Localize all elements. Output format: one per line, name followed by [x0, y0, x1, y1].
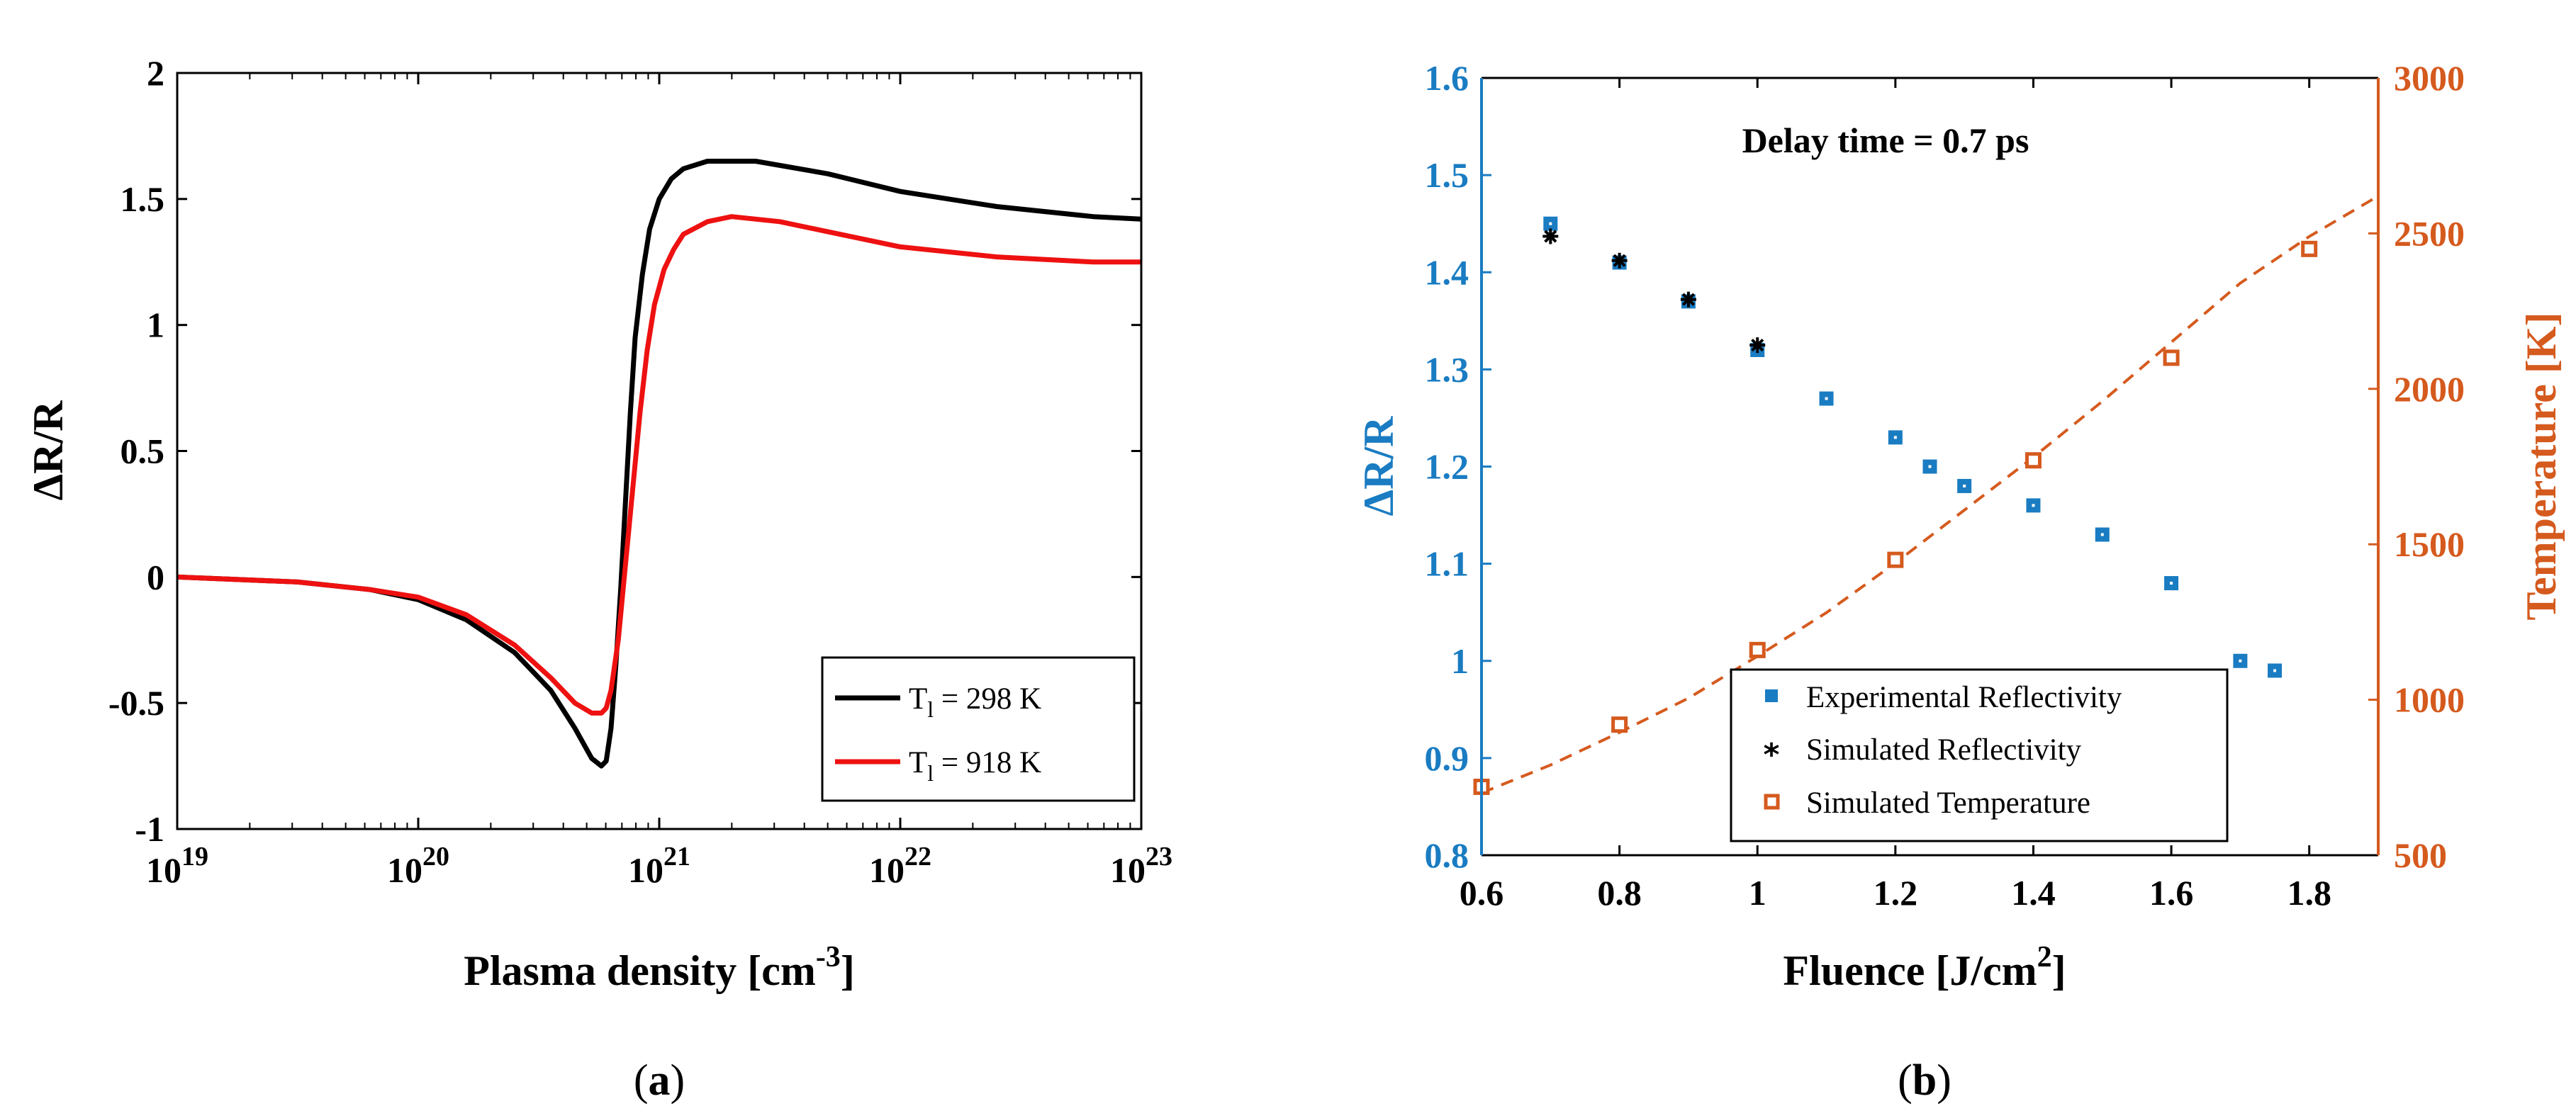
- chart-a: -1 -0.5 0 0.5 1 1.5 2 1019 1020 1021 1022 1023 ΔR/R…: [25, 53, 1172, 1105]
- point-simulated-temperature: [1611, 716, 1628, 733]
- point-simulated-reflectivity: [1542, 228, 1559, 244]
- series-line-0: [177, 159, 1142, 769]
- legend-label-918: Tl = 918 K: [909, 746, 1041, 786]
- point-experimental-center: [2100, 533, 2104, 536]
- axes-box-a: [176, 72, 1143, 830]
- ytick-label-right-b: 2000: [2394, 369, 2465, 409]
- xtick-label-b: 0.8: [1597, 873, 1642, 913]
- point-experimental-center: [1928, 465, 1932, 468]
- legend-label-298: Tl = 298 K: [909, 682, 1041, 722]
- xtick-label-b: 1: [1749, 873, 1766, 913]
- ytick-label-left-b: 1.2: [1425, 447, 1469, 487]
- point-experimental-center: [1825, 397, 1828, 400]
- ytick-label-a: 0: [147, 557, 164, 597]
- point-experimental-center: [1963, 484, 1966, 487]
- ytick-label-left-b: 1.1: [1425, 544, 1469, 584]
- point-experimental-center: [2273, 669, 2277, 672]
- ytick-label-left-b: 1.5: [1425, 155, 1469, 195]
- legend-b: Experimental Reflectivity * Simulated Re…: [1730, 668, 2229, 842]
- ytick-label-left-b: 1.4: [1425, 252, 1469, 292]
- ytick-label-left-b: 0.9: [1425, 738, 1469, 778]
- xtick-label-a: 1022: [869, 842, 931, 890]
- legend-marker-simulated-reflectivity: *: [1763, 737, 1779, 773]
- legend-label-simulated-temperature: Simulated Temperature: [1806, 786, 2090, 820]
- panel-label-b: (b): [1898, 1056, 1951, 1105]
- ytick-label-right-b: 1000: [2394, 680, 2465, 720]
- xlabel-a: Plasma density [cm-3]: [464, 941, 855, 994]
- point-experimental-center: [2170, 582, 2173, 585]
- xtick-label-a: 1020: [387, 842, 449, 890]
- series-b: [1473, 194, 2380, 795]
- legend-marker-experimental: [1765, 689, 1778, 702]
- series-line-1: [177, 214, 1141, 716]
- ytick-label-left-b: 1.6: [1425, 58, 1469, 98]
- ytick-label-left-b: 0.8: [1425, 835, 1469, 875]
- point-simulated-temperature: [1887, 551, 1904, 568]
- point-simulated-temperature: [2163, 349, 2180, 366]
- xtick-label-b: 1.4: [2011, 873, 2056, 913]
- point-simulated-reflectivity: [1680, 291, 1696, 308]
- point-experimental-center: [2239, 659, 2242, 662]
- ytick-label-a: 1.5: [121, 179, 165, 219]
- ylabel-a: ΔR/R: [25, 400, 72, 501]
- panel-label-a: (a): [634, 1056, 685, 1105]
- ylabel-left-b: ΔR/R: [1355, 416, 1402, 517]
- point-simulated-temperature: [1749, 641, 1766, 658]
- ylabel-right-b: Temperature [K]: [2518, 312, 2565, 621]
- point-simulated-temperature: [2025, 452, 2042, 469]
- ytick-label-a: 0.5: [121, 432, 165, 471]
- delay-time-annotation: Delay time = 0.7 ps: [1742, 120, 2029, 160]
- ytick-label-right-b: 500: [2394, 835, 2447, 875]
- legend-label-experimental: Experimental Reflectivity: [1806, 681, 2122, 714]
- series-a: [177, 159, 1142, 769]
- point-experimental-center: [1549, 222, 1552, 225]
- point-simulated-reflectivity: [1611, 252, 1628, 269]
- point-simulated-temperature: [2301, 240, 2318, 257]
- point-simulated-reflectivity: [1749, 337, 1766, 354]
- axes-b: [1480, 77, 2380, 857]
- ytick-label-right-b: 2500: [2394, 213, 2465, 253]
- xtick-label-b: 1.6: [2149, 873, 2194, 913]
- xlabel-b: Fluence [J/cm2]: [1783, 941, 2066, 994]
- ytick-label-a: -0.5: [108, 683, 164, 723]
- xtick-label-a: 1023: [1110, 842, 1172, 890]
- xtick-label-b: 0.6: [1460, 873, 1504, 913]
- ytick-label-left-b: 1.3: [1425, 349, 1469, 389]
- legend-label-simulated-reflectivity: Simulated Reflectivity: [1806, 733, 2082, 767]
- ytick-label-a: 2: [147, 53, 164, 93]
- legend-a: Tl = 298 K Tl = 918 K: [821, 656, 1136, 802]
- point-experimental-center: [1893, 436, 1897, 439]
- tick-labels-a: -1 -0.5 0 0.5 1 1.5 2 1019 1020 1021 1022 1023: [108, 53, 1172, 890]
- ytick-label-right-b: 3000: [2394, 58, 2465, 98]
- xtick-label-a: 1021: [628, 842, 690, 890]
- xtick-label-a: 1019: [146, 842, 208, 890]
- point-experimental-center: [2032, 504, 2035, 507]
- ytick-label-a: -1: [135, 809, 164, 849]
- temperature-fit-line: [1481, 194, 2380, 795]
- xtick-label-b: 1.8: [2287, 873, 2331, 913]
- legend-marker-simulated-temperature: [1764, 794, 1780, 810]
- ytick-label-right-b: 1500: [2394, 524, 2465, 564]
- xtick-label-b: 1.2: [1874, 873, 1918, 913]
- chart-b: 0.6 0.8 1 1.2 1.4 1.6 1.80.80.911.11.21.31.41.…: [1355, 58, 2565, 1105]
- tick-labels-b: 0.6 0.8 1 1.2 1.4 1.6 1.80.80.911.11.21.31.41.…: [1425, 58, 2465, 913]
- ytick-label-left-b: 1: [1451, 641, 1469, 681]
- ytick-label-a: 1: [147, 305, 164, 345]
